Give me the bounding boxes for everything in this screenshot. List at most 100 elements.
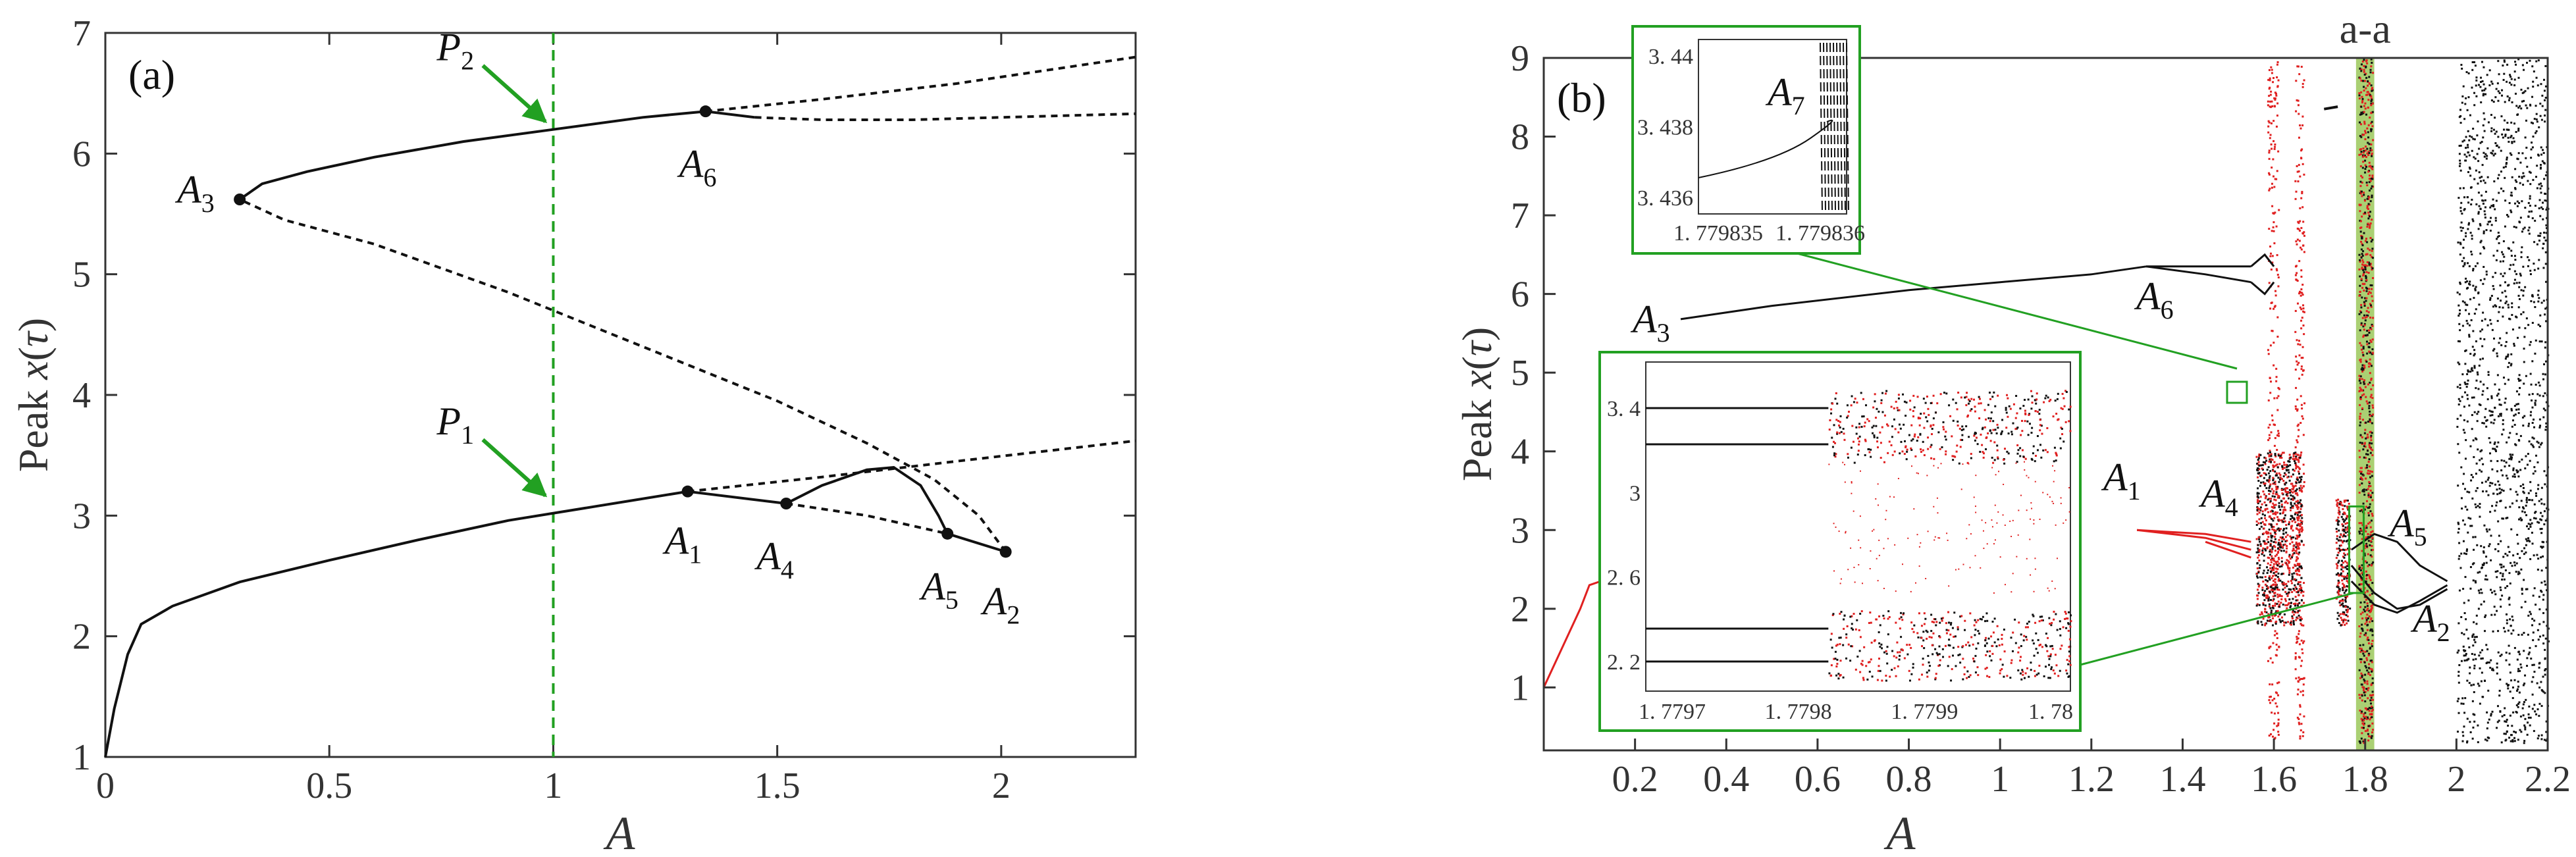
- inset-scatter: [1895, 621, 1897, 624]
- inset-scatter: [1864, 438, 1866, 441]
- scatter-point: [2459, 400, 2461, 402]
- scatter-point: [2300, 319, 2303, 322]
- scatter-point: [2282, 479, 2285, 482]
- inset-scatter: [2021, 419, 2023, 422]
- scatter-point: [2533, 730, 2535, 733]
- scatter-point: [2542, 218, 2544, 221]
- scatter-point: [2271, 261, 2274, 264]
- scatter-point: [2522, 490, 2525, 493]
- inset-scatter: [1855, 432, 1858, 435]
- scatter-point: [2485, 419, 2488, 422]
- scatter-point: [2465, 277, 2467, 280]
- scatter-point: [2273, 512, 2276, 515]
- scatter-point: [2487, 371, 2490, 373]
- scatter-point: [2281, 573, 2284, 575]
- scatter-point: [2543, 510, 2546, 513]
- scatter-point: [2494, 96, 2497, 99]
- inset-scatter: [1974, 405, 1976, 408]
- scatter-point: [2503, 714, 2506, 716]
- scatter-point: [2362, 80, 2365, 82]
- scatter-point: [2296, 617, 2299, 619]
- scatter-point: [2371, 563, 2373, 565]
- scatter-point: [2520, 731, 2523, 733]
- scatter-point: [2458, 165, 2461, 167]
- scatter-point: [2525, 544, 2527, 546]
- scatter-point: [2544, 519, 2547, 522]
- inset-scatter: [1831, 446, 1834, 448]
- ylabel-var: x: [10, 361, 57, 380]
- scatter-point: [2259, 454, 2262, 456]
- scatter-point: [2475, 169, 2477, 172]
- scatter-point: [2521, 200, 2523, 203]
- scatter-point: [2276, 511, 2279, 514]
- scatter-point: [2366, 680, 2369, 683]
- scatter-point: [2272, 735, 2274, 738]
- scatter-point: [2371, 348, 2374, 351]
- scatter-point: [2367, 217, 2370, 220]
- scatter-point: [2285, 531, 2288, 534]
- inset-scatter: [2024, 398, 2026, 401]
- scatter-point: [2344, 619, 2347, 621]
- scatter-point: [2344, 535, 2347, 538]
- scatter-point: [2538, 199, 2541, 201]
- scatter-point: [2280, 504, 2283, 506]
- scatter-point: [2369, 694, 2372, 696]
- scatter-point: [2337, 579, 2340, 582]
- scatter-point: [2502, 306, 2504, 309]
- scatter-point: [2504, 586, 2507, 589]
- scatter-point: [2369, 339, 2372, 342]
- inset-scatter: [1905, 401, 1908, 403]
- scatter-point: [2519, 217, 2522, 219]
- scatter-point: [2363, 149, 2365, 152]
- scatter-point: [2542, 621, 2545, 623]
- inset-scatter: [1855, 426, 1858, 428]
- scatter-point: [2515, 63, 2517, 66]
- inset-x-tick-label: 1. 779836: [1775, 221, 1865, 246]
- scatter-point: [2490, 588, 2492, 591]
- scatter-point: [2467, 379, 2469, 382]
- scatter-point: [2507, 687, 2510, 690]
- y-tick-label: 4: [72, 375, 91, 416]
- inset-scatter: [1994, 428, 1997, 431]
- scatter-point: [2300, 588, 2303, 590]
- scatter-point: [2363, 719, 2365, 721]
- scatter-point: [2506, 156, 2508, 159]
- scatter-point: [2372, 384, 2375, 386]
- scatter-point: [2292, 529, 2294, 532]
- inset-scatter: [1944, 435, 1947, 438]
- scatter-point: [2473, 683, 2475, 686]
- scatter-point: [2485, 273, 2488, 276]
- scatter-point: [2270, 586, 2273, 588]
- scatter-point: [2481, 80, 2484, 82]
- scatter-point: [2544, 658, 2546, 660]
- scatter-point: [2367, 99, 2370, 101]
- scatter-point: [2467, 531, 2469, 534]
- scatter-point: [2298, 630, 2300, 633]
- inset-scatter: [2063, 397, 2065, 400]
- inset-scatter: [1876, 440, 1879, 443]
- scatter-point: [2366, 93, 2369, 96]
- scatter-point: [2360, 279, 2363, 282]
- inset-scatter: [1881, 411, 1884, 413]
- scatter-point: [2481, 61, 2483, 63]
- scatter-point: [2481, 671, 2483, 674]
- scatter-point: [2294, 502, 2296, 505]
- inset-scatter: [1951, 455, 1954, 457]
- scatter-point: [2536, 682, 2538, 685]
- scatter-point: [2518, 281, 2521, 284]
- inset-scatter: [1942, 421, 1945, 424]
- inset-scatter: [1909, 400, 1912, 402]
- y-tick-label: 3: [1511, 510, 1529, 551]
- scatter-point: [2521, 100, 2523, 103]
- inset-scatter: [1974, 410, 1976, 413]
- scatter-point: [2507, 353, 2510, 356]
- point-marker: [941, 527, 954, 540]
- scatter-point: [2533, 241, 2536, 244]
- inset-scatter: [1856, 619, 1858, 621]
- scatter-point: [2272, 595, 2274, 598]
- scatter-point: [2529, 197, 2531, 200]
- scatter-point: [2300, 577, 2303, 579]
- scatter-point: [2298, 501, 2301, 504]
- scatter-point: [2542, 546, 2544, 548]
- scatter-point: [2521, 416, 2524, 419]
